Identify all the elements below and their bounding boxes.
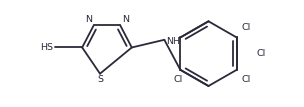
Text: S: S — [97, 75, 103, 84]
Text: N: N — [85, 15, 92, 24]
Text: Cl: Cl — [257, 49, 266, 58]
Text: N: N — [122, 15, 129, 24]
Text: Cl: Cl — [174, 75, 183, 84]
Text: Cl: Cl — [241, 23, 250, 32]
Text: HS: HS — [40, 43, 54, 52]
Text: Cl: Cl — [241, 75, 250, 84]
Text: NH: NH — [166, 37, 180, 46]
